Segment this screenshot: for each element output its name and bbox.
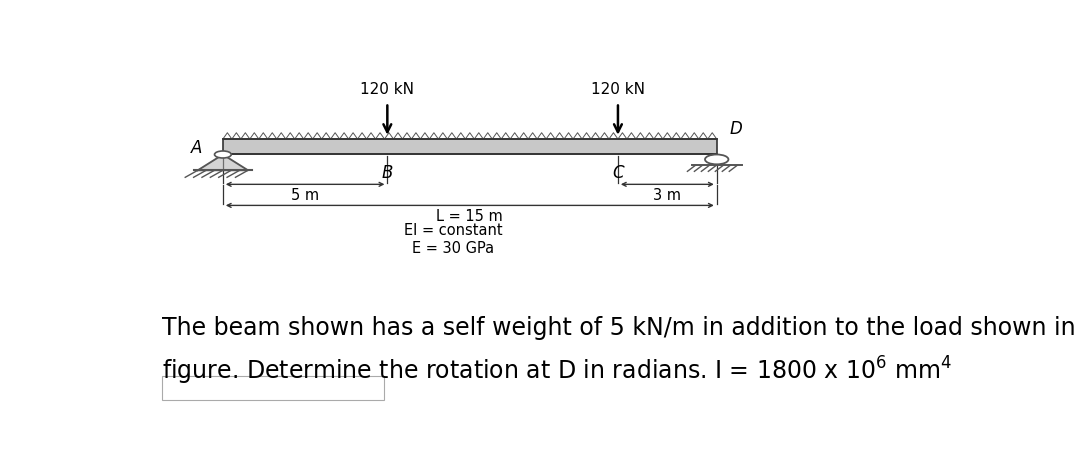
Text: B: B (381, 164, 393, 182)
Text: 3 m: 3 m (653, 188, 681, 202)
Text: A: A (190, 138, 202, 157)
Text: C: C (612, 164, 624, 182)
Text: figure. Determine the rotation at D in radians. I = 1800 x 10$^{6}$ mm$^{4}$: figure. Determine the rotation at D in r… (162, 354, 951, 386)
Polygon shape (198, 155, 248, 171)
Text: 120 kN: 120 kN (591, 82, 645, 97)
Text: The beam shown has a self weight of 5 kN/m in addition to the load shown in the: The beam shown has a self weight of 5 kN… (162, 316, 1080, 339)
Text: 120 kN: 120 kN (361, 82, 415, 97)
Circle shape (705, 155, 728, 165)
Text: EI = constant: EI = constant (404, 223, 502, 238)
Text: E = 30 GPa: E = 30 GPa (411, 240, 495, 255)
Text: 5 m: 5 m (291, 188, 320, 202)
Circle shape (215, 152, 231, 159)
Text: D: D (729, 120, 742, 138)
Text: L = 15 m: L = 15 m (436, 209, 503, 224)
FancyBboxPatch shape (162, 376, 383, 399)
Bar (222, 140, 717, 155)
